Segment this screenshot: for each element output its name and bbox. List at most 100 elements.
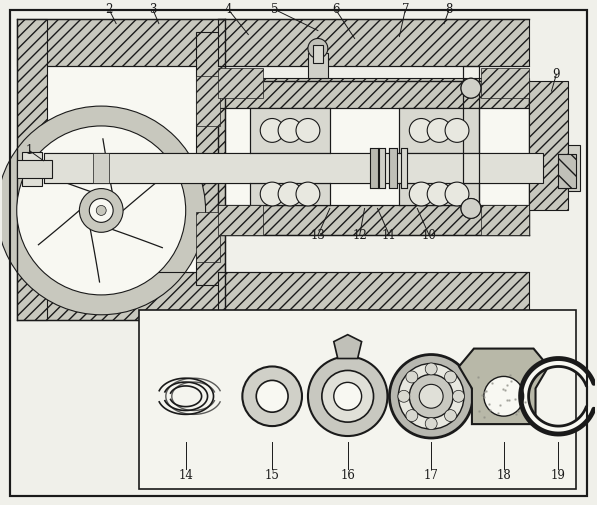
- Polygon shape: [522, 406, 531, 410]
- Text: 8: 8: [445, 3, 453, 16]
- Polygon shape: [521, 399, 529, 401]
- Polygon shape: [570, 423, 574, 431]
- Polygon shape: [575, 421, 580, 428]
- Circle shape: [296, 119, 320, 142]
- Polygon shape: [582, 373, 589, 379]
- Bar: [219, 108, 528, 153]
- Polygon shape: [521, 391, 529, 393]
- Bar: [17, 160, 51, 178]
- Polygon shape: [581, 372, 589, 378]
- Polygon shape: [559, 426, 561, 434]
- Text: 7: 7: [402, 3, 409, 16]
- Polygon shape: [553, 426, 556, 434]
- Bar: [219, 19, 528, 66]
- Text: 19: 19: [551, 469, 566, 482]
- Polygon shape: [541, 423, 546, 431]
- Polygon shape: [548, 360, 551, 368]
- Bar: [528, 81, 568, 211]
- Bar: [219, 272, 528, 320]
- Polygon shape: [521, 397, 528, 398]
- Polygon shape: [566, 360, 569, 368]
- Text: 1: 1: [26, 144, 33, 157]
- Polygon shape: [543, 423, 547, 431]
- Circle shape: [461, 78, 481, 98]
- Polygon shape: [561, 426, 564, 434]
- Polygon shape: [531, 369, 538, 376]
- Polygon shape: [521, 388, 529, 391]
- Circle shape: [90, 198, 113, 222]
- Text: 13: 13: [310, 229, 325, 242]
- Polygon shape: [582, 414, 589, 419]
- Text: 4: 4: [224, 3, 232, 16]
- Polygon shape: [578, 368, 584, 375]
- Polygon shape: [528, 414, 535, 419]
- Circle shape: [334, 382, 362, 410]
- Polygon shape: [545, 361, 549, 368]
- Polygon shape: [334, 335, 362, 359]
- Polygon shape: [558, 359, 559, 367]
- Text: 18: 18: [496, 469, 511, 482]
- Circle shape: [398, 390, 410, 402]
- Polygon shape: [531, 417, 538, 424]
- Polygon shape: [578, 418, 584, 424]
- Circle shape: [260, 182, 284, 206]
- Polygon shape: [549, 425, 552, 433]
- Polygon shape: [568, 361, 572, 368]
- Polygon shape: [533, 368, 538, 375]
- Bar: [463, 66, 479, 211]
- Polygon shape: [565, 360, 568, 367]
- Circle shape: [296, 182, 320, 206]
- Polygon shape: [576, 366, 581, 373]
- Circle shape: [17, 126, 186, 295]
- Polygon shape: [526, 376, 534, 381]
- Polygon shape: [560, 359, 562, 367]
- Polygon shape: [530, 416, 537, 423]
- Polygon shape: [525, 377, 533, 382]
- Polygon shape: [581, 371, 587, 377]
- Polygon shape: [540, 363, 545, 370]
- Bar: [219, 68, 263, 98]
- Polygon shape: [521, 387, 530, 390]
- Polygon shape: [537, 365, 542, 372]
- Polygon shape: [583, 375, 590, 380]
- Polygon shape: [538, 364, 543, 371]
- Polygon shape: [565, 425, 568, 433]
- Polygon shape: [528, 372, 536, 378]
- Text: 5: 5: [272, 3, 279, 16]
- Polygon shape: [573, 422, 578, 429]
- Bar: [481, 206, 528, 235]
- Polygon shape: [521, 395, 528, 397]
- Polygon shape: [551, 359, 553, 367]
- Polygon shape: [574, 421, 579, 429]
- Polygon shape: [567, 360, 570, 368]
- Polygon shape: [584, 410, 592, 415]
- Polygon shape: [538, 421, 543, 429]
- Bar: [47, 66, 196, 272]
- Polygon shape: [524, 408, 531, 412]
- Circle shape: [260, 119, 284, 142]
- Polygon shape: [583, 412, 591, 417]
- Circle shape: [425, 418, 437, 430]
- Bar: [219, 206, 263, 235]
- Bar: [44, 153, 543, 183]
- Circle shape: [410, 119, 433, 142]
- Polygon shape: [524, 379, 532, 384]
- Polygon shape: [577, 419, 584, 425]
- Polygon shape: [568, 424, 572, 432]
- Polygon shape: [564, 425, 566, 433]
- Polygon shape: [584, 378, 592, 383]
- Circle shape: [406, 371, 418, 383]
- Polygon shape: [536, 420, 541, 427]
- Circle shape: [308, 38, 328, 59]
- Bar: [399, 183, 479, 206]
- Circle shape: [278, 182, 302, 206]
- Polygon shape: [534, 366, 540, 373]
- Polygon shape: [526, 412, 534, 417]
- Circle shape: [445, 410, 457, 422]
- Circle shape: [425, 363, 437, 375]
- Bar: [21, 152, 42, 185]
- Bar: [93, 153, 109, 183]
- Polygon shape: [562, 426, 565, 434]
- Polygon shape: [580, 370, 587, 377]
- Polygon shape: [581, 415, 587, 421]
